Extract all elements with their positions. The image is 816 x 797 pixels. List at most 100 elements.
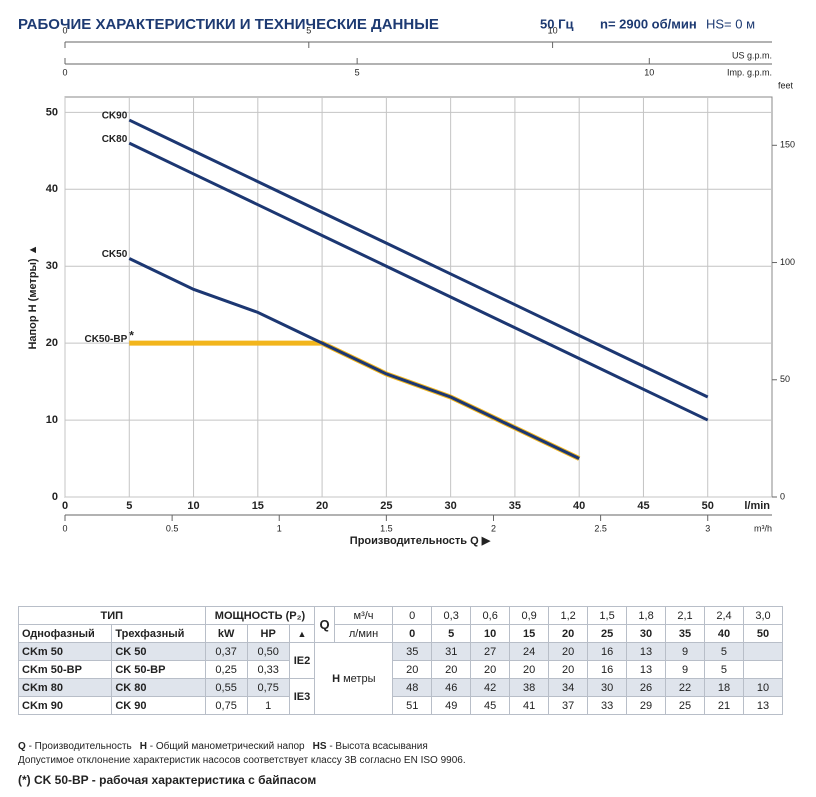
y-tick-label: 10 [46, 414, 58, 426]
table-cell: 35 [665, 624, 705, 643]
series-line [128, 141, 709, 422]
table-cell: 22 [665, 678, 705, 697]
table-cell: CKm 50 [17, 642, 113, 661]
table-cell: 9 [665, 642, 705, 661]
table-cell: CK 50 [111, 642, 206, 661]
y-tick-label: 20 [46, 337, 58, 349]
table-cell: 20 [392, 660, 433, 679]
m3h-tick-label: 1 [277, 523, 282, 533]
table-cell: 20 [470, 660, 511, 679]
series-line [128, 257, 580, 460]
x-tick-label: 0 [62, 500, 68, 512]
feet-tick-label: 50 [780, 374, 790, 384]
us_gpm-tick-label: 0 [62, 25, 67, 35]
feet-tick-label: 0 [780, 491, 785, 501]
y-tick-label: 50 [46, 106, 58, 118]
us_gpm-tick-label: 5 [306, 25, 311, 35]
table-cell: 0,75 [204, 696, 248, 715]
table-cell: 20 [548, 624, 589, 643]
table-cell: 0,6 [470, 606, 511, 625]
x-tick-label: 40 [573, 500, 585, 512]
m3h-tick-label: 2 [491, 523, 496, 533]
table-cell: 0,50 [246, 642, 290, 661]
series-note-mark: * [129, 328, 134, 342]
series-label: CK50 [102, 249, 128, 260]
table-cell: 0 [392, 624, 433, 643]
table-cell: 0,3 [431, 606, 472, 625]
table-cell: м³/ч [333, 606, 394, 625]
table-row: CKm 50-BP CK 50-BP 0,25 0,33 20 20 20 20 20 16 13 9… [17, 660, 784, 679]
table-cell: 10 [470, 624, 511, 643]
x-tick-label: 30 [445, 500, 457, 512]
term: Q [18, 741, 26, 752]
table-cell: 45 [470, 696, 511, 715]
table-cell: 0,9 [509, 606, 550, 625]
table-cell: 24 [509, 642, 550, 661]
table-cell: 33 [587, 696, 628, 715]
x-axis-title: Производительность Q ▶ [350, 535, 491, 547]
term: H [139, 741, 147, 752]
table-cell: 13 [626, 642, 667, 661]
table-cell: 18 [704, 678, 744, 697]
tolerance-note: Допустимое отклонение характеристик насо… [18, 755, 466, 766]
table-cell: 0,33 [246, 660, 290, 679]
table-row: Однофазный Трехфазный kW HP ▲ л/мин 0 5 10 15 20 25… [17, 624, 784, 643]
feet-axis-label: feet [778, 80, 794, 90]
table-cell: kW [204, 624, 248, 643]
table-cell [742, 660, 784, 679]
chart-title: РАБОЧИЕ ХАРАКТЕРИСТИКИ И ТЕХНИЧЕСКИЕ ДАН… [18, 16, 439, 33]
table-cell: 30 [587, 678, 628, 697]
table-cell: л/мин [333, 624, 394, 643]
x-unit: l/min [744, 500, 770, 512]
table-cell: 29 [626, 696, 667, 715]
x-tick-label: 45 [637, 500, 649, 512]
table-row: CKm 80 CK 80 0,55 0,75 IE3 48 46 42 38 34 30 26 22 18… [17, 678, 784, 715]
x-tick-label: 35 [509, 500, 521, 512]
term: HS [312, 741, 327, 752]
x-tick-label: 15 [252, 500, 264, 512]
y-tick-label: 0 [52, 491, 58, 503]
table-cell: 0,55 [204, 678, 248, 697]
table-cell: 15 [509, 624, 550, 643]
m3h-tick-label: 0 [62, 523, 67, 533]
imp_gpm-axis-label: Imp. g.p.m. [727, 67, 772, 77]
y-tick-label: 30 [46, 260, 58, 272]
table-cell: 38 [509, 678, 550, 697]
terms-note: Q - Производительность H - Общий манометр… [18, 741, 436, 752]
table-cell: 30 [626, 624, 667, 643]
table-cell: 1 [246, 696, 290, 715]
axis-arrow: ▲ [27, 244, 39, 255]
table-cell: 2,1 [665, 606, 705, 625]
table-cell: 1,2 [548, 606, 589, 625]
table-cell: 21 [704, 696, 744, 715]
h-unit: метры [343, 672, 376, 685]
m3h-tick-label: 1.5 [380, 523, 393, 533]
table-cell: 25 [587, 624, 628, 643]
table-cell: 20 [548, 660, 589, 679]
table-cell: 0 [392, 606, 433, 625]
table-cell: 16 [587, 660, 628, 679]
table-cell: IE2 [288, 642, 316, 679]
table-cell: 5 [704, 642, 744, 661]
imp_gpm-tick-label: 10 [644, 67, 654, 77]
y-axis-label: Напор H (метры) [27, 258, 39, 349]
table-cell: 2,4 [704, 606, 744, 625]
y-tick-label: 40 [46, 183, 58, 195]
m3h-tick-label: 3 [705, 523, 710, 533]
m3h-axis-label: m³/h [754, 523, 772, 533]
table-cell: 0,75 [246, 678, 290, 697]
table-cell: 5 [704, 660, 744, 679]
table-cell: CK 80 [111, 678, 206, 697]
table-cell: 31 [431, 642, 472, 661]
table-cell: 20 [509, 660, 550, 679]
table-cell: H метры [314, 642, 394, 715]
table-row: CKm 90 CK 90 0,75 1 51 49 45 41 37 33 29 25 21 13 [17, 696, 784, 715]
y-axis-title: Напор H (метры) ▲ [27, 244, 39, 349]
table-row: CKm 50 CK 50 0,37 0,50 IE2 H метры 35 31 27 24 20 1… [17, 642, 784, 715]
imp_gpm-tick-label: 0 [62, 67, 67, 77]
table-cell: 26 [626, 678, 667, 697]
feet-tick-label: 150 [780, 140, 795, 150]
h-label: H [332, 672, 341, 685]
